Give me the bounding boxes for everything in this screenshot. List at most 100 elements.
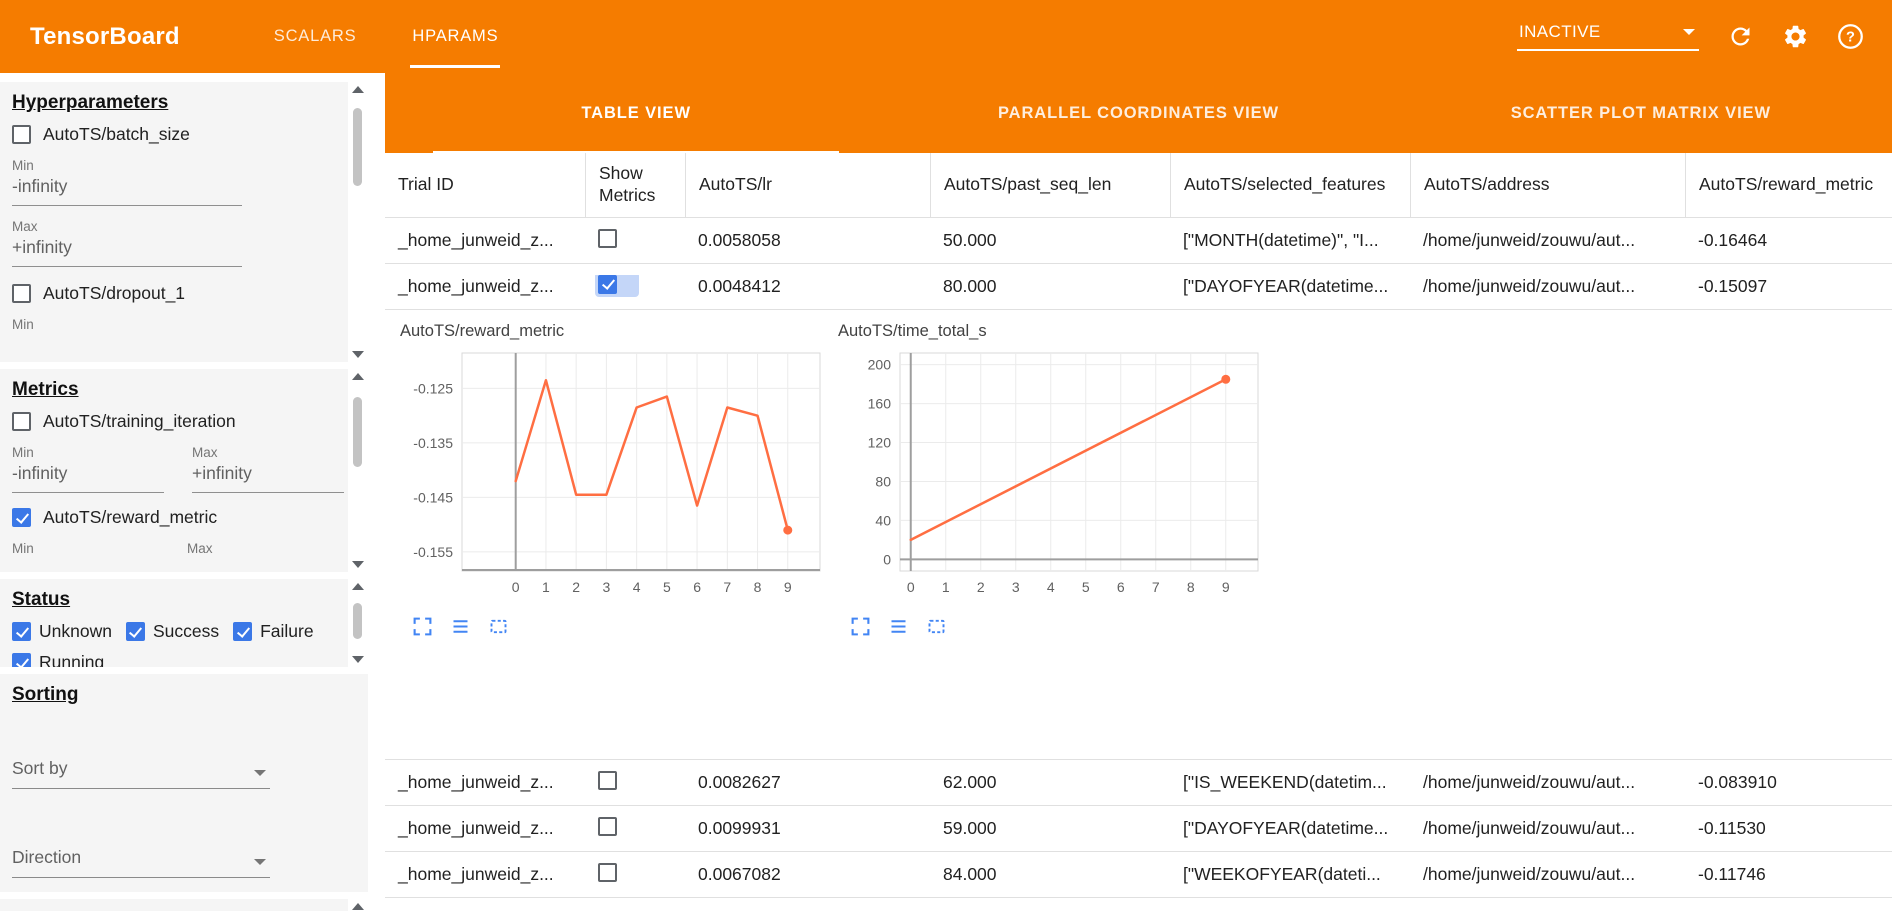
svg-text:120: 120 [868,435,892,451]
past-seq-len-cell: 59.000 [943,818,997,838]
training-iteration-checkbox[interactable] [12,412,31,431]
status-panel: Status Unknown Success Failure [0,579,368,667]
col-address: AutoTS/address [1410,153,1685,217]
scroll-up-icon[interactable] [352,903,364,910]
view-tabs: TABLE VIEW PARALLEL COORDINATES VIEW SCA… [385,73,1892,153]
max-label: Max [187,541,213,556]
log-scale-lines-icon[interactable] [888,616,909,637]
lr-cell: 0.0048412 [698,276,781,296]
selected-features-cell: ["DAYOFYEAR(datetime... [1183,818,1389,838]
svg-text:-0.135: -0.135 [413,435,453,451]
trial-id-cell: _home_junweid_z... [398,864,554,884]
min-label: Min [12,445,34,460]
settings-gear-icon[interactable] [1782,23,1809,50]
reward-metric-cell: -0.16464 [1698,230,1768,250]
hparam-dropout-row[interactable]: AutoTS/dropout_1 [12,283,334,304]
marquee-zoom-icon[interactable] [488,616,509,637]
reward-metric-line-chart: -0.125 -0.135 -0.145 -0.155 0 1 2 3 4 5 6 7 8 9 [413,352,821,595]
expand-chart-icon[interactable] [850,616,871,637]
session-metrics-expansion: AutoTS/reward_metric -0.125 -0.135 -0.145-… [385,310,1892,760]
lr-cell: 0.0082627 [698,772,781,792]
tab-hparams[interactable]: HPARAMS [384,0,526,73]
max-input[interactable] [12,234,242,267]
metric-label: AutoTS/reward_metric [43,507,218,527]
help-icon[interactable]: ? [1837,23,1864,50]
svg-text:9: 9 [1222,579,1230,595]
svg-text:2: 2 [977,579,985,595]
svg-text:4: 4 [1047,579,1055,595]
tab-parallel-coordinates-view[interactable]: PARALLEL COORDINATES VIEW [997,103,1279,122]
scroll-down-icon[interactable] [352,351,364,358]
tab-table-view[interactable]: TABLE VIEW [385,73,887,153]
scroll-up-icon[interactable] [352,373,364,380]
svg-text:3: 3 [1012,579,1020,595]
hyperparameters-title: Hyperparameters [12,92,169,113]
show-metrics-checkbox[interactable] [598,274,617,294]
table-row: _home_junweid_z... 0.0058058 50.000 ["MO… [385,218,1892,264]
status-label: Failure [260,621,314,641]
reward-metric-cell: -0.11530 [1698,818,1766,838]
show-metrics-checkbox[interactable] [598,816,617,836]
address-cell: /home/junweid/zouwu/aut... [1423,772,1636,792]
scroll-up-icon[interactable] [352,86,364,93]
status-unknown[interactable]: Unknown [12,621,112,642]
panel-scrollbar[interactable] [348,82,368,362]
scroll-down-icon[interactable] [352,656,364,663]
show-metrics-checkbox[interactable] [598,228,617,248]
hparam-batch-size-row[interactable]: AutoTS/batch_size [12,124,334,145]
panel-scrollbar[interactable] [348,369,368,572]
status-running[interactable]: Running [12,652,104,667]
unknown-checkbox[interactable] [12,622,31,641]
panel-scrollbar[interactable] [348,899,368,911]
svg-text:8: 8 [754,579,762,595]
top-tabs: SCALARS HPARAMS [246,0,527,73]
running-checkbox[interactable] [12,653,31,667]
table-row: _home_junweid_z... 0.0099931 59.000 ["DA… [385,806,1892,852]
status-failure[interactable]: Failure [233,621,314,642]
marquee-zoom-icon[interactable] [926,616,947,637]
main-area: TABLE VIEW PARALLEL COORDINATES VIEW SCA… [385,73,1892,911]
min-input[interactable] [12,173,242,206]
chart-title: AutoTS/reward_metric [400,322,565,340]
status-success[interactable]: Success [125,621,219,642]
past-seq-len-cell: 50.000 [943,230,997,250]
metrics-panel: Metrics AutoTS/training_iteration Min Ma… [0,369,368,572]
table-row: _home_junweid_z... 0.0067082 84.000 ["WE… [385,852,1892,898]
show-metrics-checkbox[interactable] [598,770,617,790]
lr-cell: 0.0067082 [698,864,781,884]
sort-by-select[interactable]: Sort by [12,752,270,789]
hparam-label: AutoTS/batch_size [43,124,190,144]
svg-text:-0.125: -0.125 [413,380,453,396]
tab-scalars[interactable]: SCALARS [273,27,357,45]
batch-size-checkbox[interactable] [12,125,31,144]
table-row: _home_junweid_z... 0.0048412 80.000 ["DA… [385,264,1892,310]
direction-select[interactable]: Direction [12,841,270,878]
panel-scrollbar[interactable] [348,579,368,667]
col-past-seq-len: AutoTS/past_seq_len [930,153,1170,217]
chart-title: AutoTS/time_total_s [838,322,987,340]
min-input[interactable] [12,460,164,493]
scroll-down-icon[interactable] [352,561,364,568]
svg-text:7: 7 [1152,579,1160,595]
dropout-checkbox[interactable] [12,284,31,303]
expand-chart-icon[interactable] [412,616,433,637]
metric-training-iteration-row[interactable]: AutoTS/training_iteration [12,411,334,432]
reward-metric-checkbox[interactable] [12,508,31,527]
chart-actions [850,616,1274,637]
run-status-dropdown[interactable]: INACTIVE [1517,22,1699,51]
scrollbar-thumb[interactable] [353,108,362,186]
show-metrics-checkbox[interactable] [598,862,617,882]
scroll-up-icon[interactable] [352,583,364,590]
scrollbar-thumb[interactable] [353,603,362,639]
sorting-panel: Sorting Sort by Direction [0,674,368,892]
refresh-icon[interactable] [1727,23,1754,50]
tab-scatter-plot-matrix-view[interactable]: SCATTER PLOT MATRIX VIEW [1510,103,1771,122]
max-input[interactable] [192,460,344,493]
metric-reward-row[interactable]: AutoTS/reward_metric [12,507,334,528]
log-scale-lines-icon[interactable] [450,616,471,637]
failure-checkbox[interactable] [233,622,253,641]
scrollbar-thumb[interactable] [353,397,362,467]
success-checkbox[interactable] [125,622,145,641]
svg-text:7: 7 [723,579,731,595]
